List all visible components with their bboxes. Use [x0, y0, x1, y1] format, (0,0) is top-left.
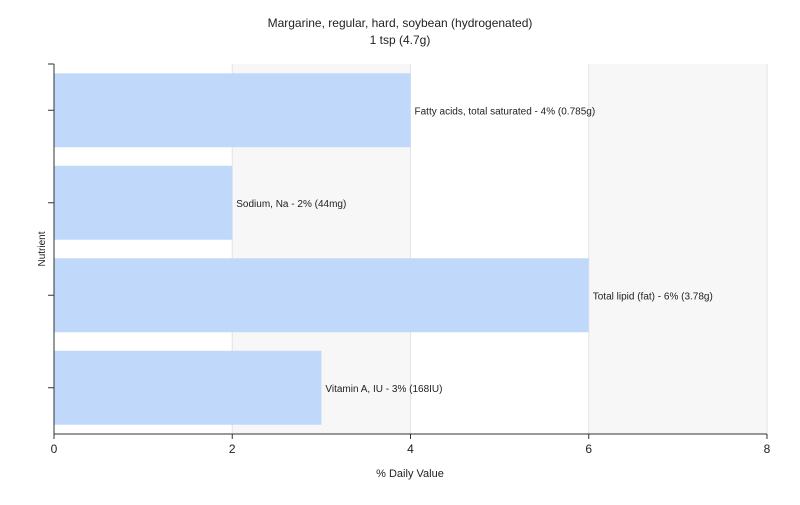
chart-subtitle: 1 tsp (4.7g)	[370, 33, 431, 47]
bar-data-label: Vitamin A, IU - 3% (168IU)	[325, 384, 442, 395]
x-tick-label: 8	[764, 442, 771, 456]
bar[interactable]	[54, 165, 233, 240]
x-tick-label: 6	[585, 442, 592, 456]
x-axis-label: % Daily Value	[376, 468, 444, 480]
bar[interactable]	[54, 73, 411, 148]
chart-title: Margarine, regular, hard, soybean (hydro…	[268, 16, 533, 30]
bar-data-label: Total lipid (fat) - 6% (3.78g)	[593, 291, 713, 302]
x-tick-label: 0	[51, 442, 58, 456]
bar[interactable]	[54, 258, 589, 333]
plot-band	[588, 64, 767, 434]
y-axis-label: Nutrient	[37, 231, 48, 266]
bar-data-label: Sodium, Na - 2% (44mg)	[236, 199, 346, 210]
x-tick-label: 4	[407, 442, 414, 456]
bar-data-label: Fatty acids, total saturated - 4% (0.785…	[415, 106, 596, 117]
bar[interactable]	[54, 350, 322, 425]
x-tick-label: 2	[229, 442, 236, 456]
plot-band	[410, 64, 589, 434]
